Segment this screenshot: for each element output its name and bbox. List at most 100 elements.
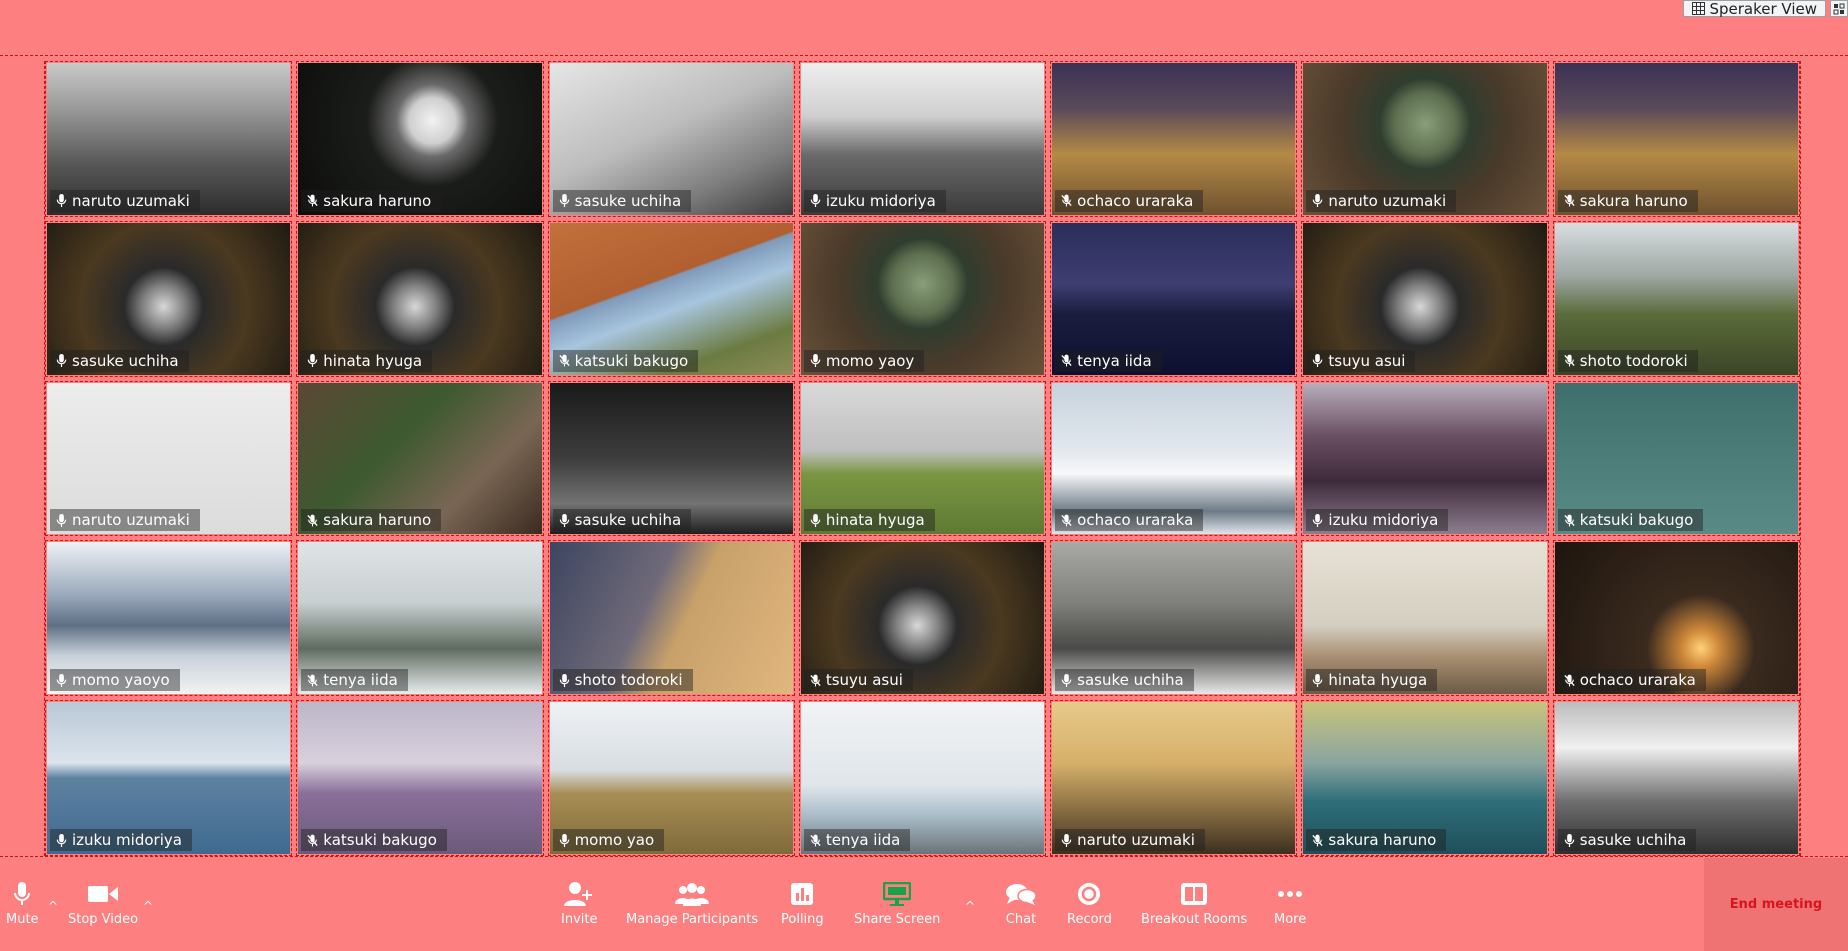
participant-tile[interactable]: sasuke uchiha <box>547 61 795 217</box>
participant-name-tag: naruto uzumaki <box>50 509 200 532</box>
participant-tile[interactable]: naruto uzumaki <box>45 61 293 217</box>
participant-video <box>47 63 291 215</box>
participant-tile[interactable]: katsuki bakugo <box>296 700 544 856</box>
participant-tile[interactable]: tenya iida <box>798 700 1047 856</box>
participant-name-tag: sasuke uchiha <box>552 509 692 532</box>
stop-video-button[interactable]: Stop Video <box>68 882 138 927</box>
audio-options-caret[interactable]: ^ <box>48 899 59 913</box>
mute-label: Mute <box>6 912 39 927</box>
participant-name: momo yaoyo <box>72 671 170 690</box>
participant-tile[interactable]: sakura haruno <box>296 61 544 217</box>
participant-tile[interactable]: naruto uzumaki <box>1050 700 1298 856</box>
fullscreen-icon <box>1833 3 1845 14</box>
participant-video <box>298 222 542 375</box>
participant-name: tenya iida <box>825 831 901 849</box>
participant-video <box>1303 382 1547 535</box>
participant-name-tag: momo yaoyo <box>50 669 180 692</box>
participant-video <box>549 63 793 215</box>
video-options-caret[interactable]: ^ <box>143 899 154 913</box>
participant-name-tag: katsuki bakugo <box>1557 509 1704 532</box>
participant-name: izuku midoriya <box>72 831 182 849</box>
participant-tile[interactable]: sasuke uchiha <box>45 220 293 377</box>
participant-video <box>47 222 291 375</box>
top-right-controls: Speraker View <box>1683 0 1848 18</box>
participant-tile[interactable]: naruto uzumaki <box>45 380 293 537</box>
chat-button[interactable]: Chat <box>1005 882 1037 927</box>
bar-chart-icon <box>791 883 814 905</box>
fullscreen-button[interactable] <box>1830 0 1848 17</box>
participant-tile[interactable]: sakura haruno <box>296 380 544 537</box>
participant-video <box>800 222 1045 375</box>
participant-name: ochaco uraraka <box>1579 671 1696 690</box>
participant-name-tag: sakura haruno <box>301 189 442 212</box>
participant-name-tag: sasuke uchiha <box>1055 669 1194 692</box>
participant-name: izuku midoriya <box>825 191 936 210</box>
participant-tile[interactable]: sasuke uchiha <box>1050 540 1298 697</box>
participant-tile[interactable]: sakura haruno <box>1552 61 1800 217</box>
participant-tile[interactable]: momo yaoy <box>798 220 1047 377</box>
participant-tile[interactable]: hinata hyuga <box>1301 540 1549 697</box>
participant-video <box>1554 542 1798 695</box>
participant-name-tag: tenya iida <box>1055 349 1162 372</box>
end-meeting-button[interactable]: End meeting <box>1704 858 1848 951</box>
video-camera-icon <box>88 886 119 902</box>
participant-name-tag: ochaco uraraka <box>1055 189 1204 212</box>
participant-tile[interactable]: tsuyu asui <box>798 540 1047 697</box>
participant-name-tag: tenya iida <box>803 829 911 851</box>
participant-tile[interactable]: izuku midoriya <box>798 61 1047 217</box>
gallery-area: naruto uzumaki sakura haruno sasuke uchiha… <box>0 55 1848 857</box>
microphone-muted-icon <box>307 514 318 527</box>
microphone-muted-icon <box>1061 514 1072 527</box>
participant-name: naruto uzumaki <box>72 191 190 210</box>
microphone-icon <box>1313 194 1323 208</box>
participant-tile[interactable]: momo yao <box>547 700 795 856</box>
participant-tile[interactable]: sakura haruno <box>1301 700 1549 856</box>
participant-tile[interactable]: tenya iida <box>296 540 544 697</box>
breakout-rooms-icon <box>1181 883 1208 905</box>
breakout-rooms-button[interactable]: Breakout Rooms <box>1141 882 1247 927</box>
add-user-icon <box>564 882 593 906</box>
participant-name-tag: sakura haruno <box>1306 829 1447 851</box>
participant-tile[interactable]: ochaco uraraka <box>1050 61 1298 217</box>
participant-tile[interactable]: hinata hyuga <box>296 220 544 377</box>
participant-tile[interactable]: sasuke uchiha <box>1552 700 1800 856</box>
participant-tile[interactable]: ochaco uraraka <box>1050 380 1298 537</box>
participant-video <box>1303 542 1547 695</box>
participant-name: shoto todoroki <box>574 671 683 690</box>
participant-video <box>298 702 542 854</box>
microphone-muted-icon <box>1564 354 1575 367</box>
speaker-view-button[interactable]: Speraker View <box>1683 0 1826 18</box>
record-label: Record <box>1067 912 1112 927</box>
participant-tile[interactable]: hinata hyuga <box>798 380 1047 537</box>
polling-button[interactable]: Polling <box>781 882 824 927</box>
share-screen-button[interactable]: Share Screen <box>854 882 940 927</box>
invite-button[interactable]: Invite <box>561 882 597 927</box>
participant-tile[interactable]: katsuki bakugo <box>547 220 795 377</box>
participant-video <box>800 63 1045 215</box>
participant-tile[interactable]: katsuki bakugo <box>1552 380 1800 537</box>
participant-tile[interactable]: shoto todoroki <box>547 540 795 697</box>
participant-grid: naruto uzumaki sakura haruno sasuke uchiha… <box>44 61 1801 856</box>
share-options-caret[interactable]: ^ <box>965 899 976 913</box>
participant-tile[interactable]: shoto todoroki <box>1552 220 1800 377</box>
manage-participants-button[interactable]: Manage Participants <box>626 882 758 927</box>
participant-tile[interactable]: ochaco uraraka <box>1552 540 1800 697</box>
participant-tile[interactable]: izuku midoriya <box>45 700 293 856</box>
participant-name-tag: katsuki bakugo <box>301 829 447 851</box>
participant-tile[interactable]: izuku midoriya <box>1301 380 1549 537</box>
microphone-muted-icon <box>307 674 318 687</box>
participant-tile[interactable]: momo yaoyo <box>45 540 293 697</box>
more-button[interactable]: More <box>1274 882 1306 927</box>
microphone-muted-icon <box>1312 834 1324 846</box>
participant-tile[interactable]: tenya iida <box>1050 220 1298 377</box>
mute-button[interactable]: Mute <box>6 882 39 927</box>
participant-tile[interactable]: sasuke uchiha <box>547 380 795 537</box>
record-button[interactable]: Record <box>1067 882 1112 927</box>
participant-video <box>549 222 793 375</box>
microphone-icon <box>307 354 318 368</box>
participant-name-tag: katsuki bakugo <box>552 349 699 372</box>
participant-tile[interactable]: tsuyu asui <box>1301 220 1549 377</box>
polling-label: Polling <box>781 912 824 927</box>
participant-name-tag: izuku midoriya <box>803 189 946 212</box>
participant-tile[interactable]: naruto uzumaki <box>1301 61 1549 217</box>
